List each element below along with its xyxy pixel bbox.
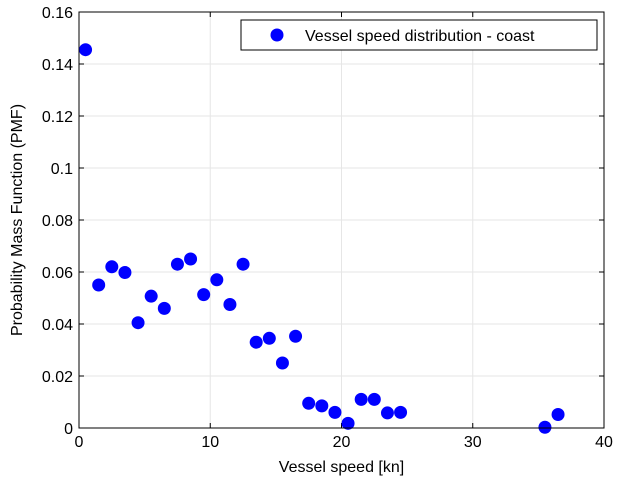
data-point [551, 407, 565, 421]
data-point [131, 316, 145, 330]
data-point [394, 405, 408, 419]
y-tick-label: 0.14 [42, 57, 73, 74]
data-point [223, 298, 237, 311]
y-tick-label: 0.12 [42, 109, 73, 126]
data-point [538, 420, 552, 434]
data-point [354, 392, 368, 406]
x-tick-label: 40 [595, 434, 613, 451]
x-tick-label: 30 [464, 434, 482, 451]
data-point [92, 278, 106, 292]
y-axis-label: Probability Mass Function (PMF) [9, 104, 26, 336]
data-point [262, 331, 276, 345]
data-point [184, 252, 198, 266]
data-point [236, 257, 250, 271]
data-point [289, 329, 303, 343]
legend-box [240, 19, 598, 51]
data-point [79, 43, 93, 57]
data-points [79, 43, 565, 434]
data-point [249, 335, 263, 349]
data-point [328, 405, 342, 419]
data-point [210, 273, 224, 287]
x-axis-label: Vessel speed [kn] [279, 459, 404, 476]
y-tick-label: 0.06 [42, 265, 73, 282]
legend-entry-label: Vessel speed distribution - coast [305, 28, 535, 45]
data-point [197, 288, 211, 302]
data-point [315, 399, 329, 413]
y-tick-label: 0.08 [42, 213, 73, 230]
y-tick-label: 0 [64, 421, 73, 438]
y-tick-labels: 0 0.02 0.04 0.06 0.08 0.1 0.12 0.14 0.16 [42, 5, 73, 438]
data-point [157, 301, 171, 315]
x-tick-label: 0 [75, 434, 84, 451]
data-point [170, 257, 184, 271]
axes-frame [78, 11, 605, 429]
data-point [144, 289, 158, 303]
data-point [341, 416, 355, 430]
y-tick-label: 0.02 [42, 369, 73, 386]
data-point [118, 266, 132, 280]
data-point [367, 392, 381, 406]
data-point [105, 260, 119, 274]
data-point [302, 396, 316, 410]
x-tick-label: 10 [201, 434, 219, 451]
y-tick-label: 0.04 [42, 317, 73, 334]
legend: Vessel speed distribution - coast [240, 19, 598, 51]
data-point [380, 406, 394, 420]
legend-marker [270, 28, 284, 42]
data-point [275, 356, 289, 370]
x-tick-labels: 0 10 20 30 40 [75, 434, 613, 451]
y-tick-label: 0.16 [42, 5, 73, 22]
y-tick-label: 0.1 [51, 161, 73, 178]
x-tick-label: 20 [333, 434, 351, 451]
